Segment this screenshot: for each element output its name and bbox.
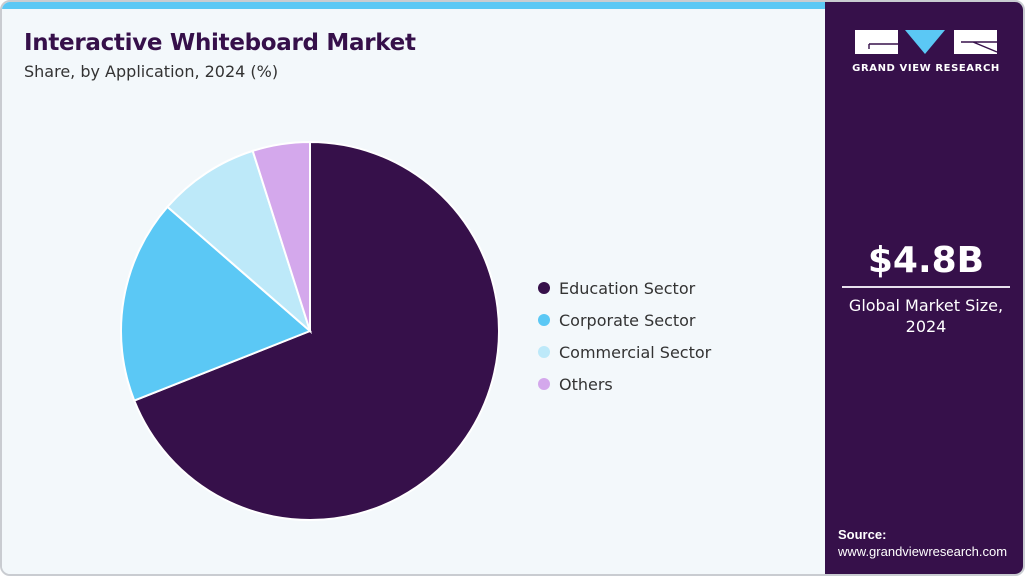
divider <box>842 286 1010 288</box>
legend-item-education: Education Sector <box>538 272 711 304</box>
source-link[interactable]: www.grandviewresearch.com <box>838 544 1008 559</box>
source-label: Source: <box>838 527 887 542</box>
legend-label: Corporate Sector <box>559 310 696 330</box>
pie-slice-others <box>251 140 311 332</box>
market-size-label-line1: Global Market Size, <box>848 296 1004 315</box>
legend-label: Education Sector <box>559 278 696 298</box>
pie-slice-education-sector <box>132 140 500 521</box>
brand-name: GRAND VIEW RESEARCH <box>852 63 1000 74</box>
market-size-label: Global Market Size, 2024 <box>825 295 1023 337</box>
legend-item-others: Others <box>538 368 711 400</box>
legend-dot-icon <box>538 378 550 390</box>
pie-chart-svg <box>120 140 500 521</box>
chart-subtitle: Share, by Application, 2024 (%) <box>24 62 279 81</box>
market-size-label-line2: 2024 <box>905 317 947 336</box>
legend-label: Others <box>559 374 613 394</box>
chart-panel: Interactive Whiteboard Market Share, by … <box>2 2 825 574</box>
chart-title: Interactive Whiteboard Market <box>24 30 416 56</box>
legend-item-commercial: Commercial Sector <box>538 336 711 368</box>
chart-legend: Education Sector Corporate Sector Commer… <box>538 272 711 400</box>
accent-bar <box>2 2 825 9</box>
legend-label: Commercial Sector <box>559 342 712 362</box>
legend-dot-icon <box>538 282 550 294</box>
pie-slice-corporate-sector <box>120 205 312 402</box>
legend-dot-icon <box>538 314 550 326</box>
pie-slice-commercial-sector <box>166 149 313 335</box>
legend-dot-icon <box>538 346 550 358</box>
gvr-logo-icon <box>855 30 997 54</box>
legend-item-corporate: Corporate Sector <box>538 304 711 336</box>
summary-sidebar: GRAND VIEW RESEARCH $4.8B Global Market … <box>825 2 1023 574</box>
pie-chart <box>112 133 508 529</box>
market-size-value: $4.8B <box>867 240 985 281</box>
